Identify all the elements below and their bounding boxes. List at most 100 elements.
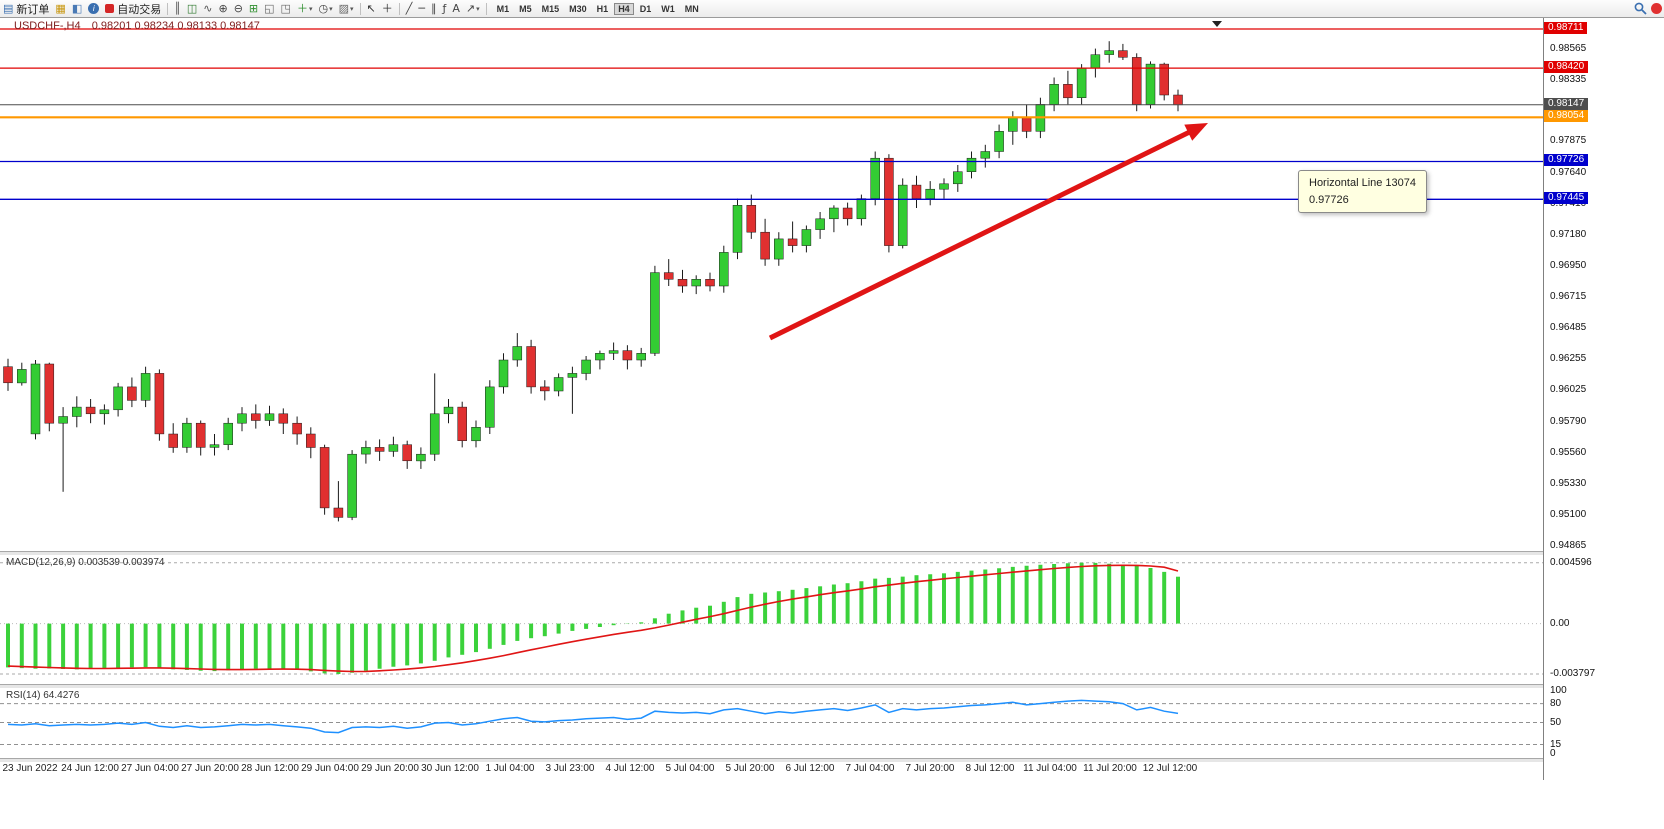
price-tick-label: 0.96255 [1550,353,1587,365]
search-icon[interactable] [1634,2,1647,15]
time-axis[interactable]: 23 Jun 2022 24 Jun 12:00 27 Jun 04:00 27 Ju… [0,760,1543,780]
time-axis-label: 28 Jun 12:00 [241,763,299,774]
alert-icon[interactable] [1651,3,1662,14]
rsi-levels [0,703,1543,745]
timeframe-button-m30[interactable]: M30 [569,3,587,14]
price-line-badge: 0.98054 [1544,110,1589,123]
fibonacci-tool-icon[interactable]: ƒ [442,1,447,15]
time-axis-label: 3 Jul 23:00 [545,763,595,774]
chevron-down-icon: ▾ [308,4,313,13]
timeframe-button-w1[interactable]: W1 [661,3,675,14]
timeframe-button-h4[interactable]: H4 [614,2,634,15]
horizontal-lines [0,28,1543,200]
trend-arrow [768,123,1208,341]
rsi-panel[interactable] [0,687,1543,758]
ohlc-values: 0.98201 0.98234 0.98133 0.98147 [91,20,260,32]
price-line-badge: 0.98711 [1544,21,1588,34]
time-axis-label: 29 Jun 20:00 [361,763,419,774]
chart-info: USDCHF-,H4 0.98201 0.98234 0.98133 0.981… [14,20,260,32]
timeframe-button-m5[interactable]: M5 [519,3,532,14]
rsi-axis-label: 0 [1550,748,1556,759]
macd-indicator-label: MACD(12,26,9) 0.003539 0.003974 [6,557,165,568]
rsi-axis-label: 50 [1550,716,1562,728]
macd-panel[interactable] [0,554,1543,684]
time-axis-label: 1 Jul 04:00 [485,763,535,774]
timeframe-button-h1[interactable]: H1 [596,3,609,14]
crosshair-icon[interactable]: ＋ [381,1,393,15]
text-tool-icon[interactable]: A [452,1,460,15]
tooltip-object-name: Horizontal Line 13074 [1309,177,1417,189]
toolbar-right-icons [1634,2,1662,15]
price-tick-label: 0.96025 [1550,384,1587,396]
timeframe-toolbar: M1 M5 M15 M30 H1 H4 D1 W1 MN [492,2,704,15]
price-chart-panel[interactable] [0,17,1543,551]
price-tick-label: 0.97875 [1550,135,1587,147]
time-axis-label: 6 Jul 12:00 [785,763,835,774]
price-axis[interactable]: 0.985650.983350.978750.976400.974100.971… [1543,17,1664,780]
cascade-windows-icon[interactable]: ◳ [280,1,291,15]
macd-levels [0,562,1543,675]
price-tick-label: 0.95560 [1550,446,1587,458]
auto-trading-button[interactable]: 自动交易 [102,1,164,17]
arrange-windows-icon[interactable]: ◱ [264,1,275,15]
panel-divider[interactable] [0,551,1664,555]
time-axis-label: 11 Jul 20:00 [1083,763,1137,774]
rsi-line [7,699,1179,734]
auto-trading-label: 自动交易 [117,3,162,16]
panel-divider[interactable] [0,684,1664,688]
tile-windows-icon[interactable]: ⊞ [248,1,259,15]
candlestick-chart-icon[interactable]: ◫ [186,1,198,15]
arrow-tool-icon: ↗ [465,1,476,15]
new-order-icon: ▤ [3,1,14,15]
panel-divider [0,758,1664,762]
auto-trading-icon [105,4,115,13]
time-axis-label: 8 Jul 12:00 [965,763,1015,774]
periods-button[interactable]: ◷ ▾ [315,1,335,17]
macd-signal-line [7,564,1179,673]
price-line-badge: 0.98420 [1544,61,1589,74]
time-axis-label: 27 Jun 20:00 [181,763,239,774]
templates-button[interactable]: ▨ ▾ [336,1,357,17]
zoom-out-icon[interactable]: ⊖ [233,1,243,15]
line-chart-icon[interactable]: ∿ [203,1,213,15]
price-tick-label: 0.96715 [1550,291,1587,303]
candlestick-series [3,41,1183,522]
channel-tool-icon[interactable]: ∥ [430,1,437,15]
price-line-badge: 0.98147 [1544,97,1589,110]
zoom-in-icon[interactable]: ⊕ [218,1,228,15]
price-line-badge: 0.97445 [1544,192,1589,205]
arrows-tool-button[interactable]: ↗ ▾ [463,1,483,17]
price-tick-label: 0.96950 [1550,259,1587,271]
toolbar-separator [485,2,487,15]
rsi-axis-label: 15 [1550,738,1562,750]
toolbar: ▤ 新订单 ▦ ◧ i 自动交易 ║ ◫ ∿ ⊕ ⊖ ⊞ ◱ ◳ ＋ ▾ ◷ ▾… [0,0,1664,18]
timeframe-button-m15[interactable]: M15 [541,3,560,14]
data-window-button[interactable]: i [85,1,102,17]
horizontal-line-tool-icon[interactable]: ─ [418,1,425,15]
bar-chart-icon[interactable]: ║ [174,1,181,15]
new-order-button[interactable]: ▤ 新订单 [0,1,52,17]
chart-shift-marker [1212,21,1222,27]
time-axis-label: 30 Jun 12:00 [421,763,479,774]
indicators-icon: ＋ [296,1,308,15]
price-tick-label: 0.94865 [1550,540,1587,552]
time-axis-label: 27 Jun 04:00 [121,763,179,774]
timeframe-button-d1[interactable]: D1 [639,3,652,14]
macd-histogram [6,562,1180,674]
indicators-button[interactable]: ＋ ▾ [294,1,316,17]
new-order-label: 新订单 [16,3,50,16]
toolbar-separator [359,2,361,15]
clock-icon: ◷ [318,1,329,15]
timeframe-button-mn[interactable]: MN [684,3,699,14]
macd-axis-label: 0.004596 [1550,556,1592,568]
cursor-icon[interactable]: ↖ [366,1,376,15]
time-axis-label: 11 Jul 04:00 [1023,763,1077,774]
trendline-tool-icon[interactable]: ╱ [405,1,413,15]
price-tick-label: 0.98565 [1550,42,1587,54]
price-tick-label: 0.95790 [1550,415,1587,427]
time-axis-label: 7 Jul 04:00 [845,763,895,774]
chart-window-icon[interactable]: ▦ [55,1,66,15]
profiles-icon[interactable]: ◧ [71,1,83,15]
timeframe-button-m1[interactable]: M1 [496,3,510,14]
